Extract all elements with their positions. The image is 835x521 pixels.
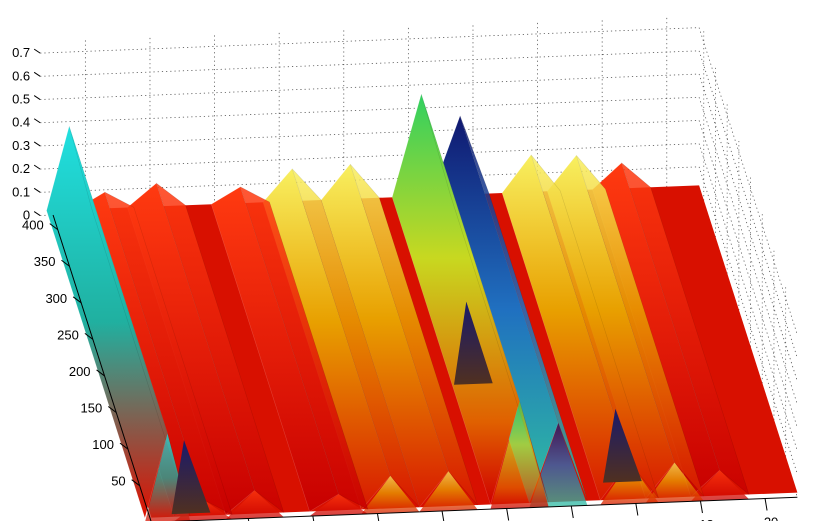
- y-tick-mark: [72, 296, 82, 304]
- x-tick-mark: [635, 503, 639, 516]
- z-tick-label: 0.3: [12, 138, 30, 153]
- x-tick-label: 16: [635, 520, 649, 521]
- grid-line-side: [698, 27, 798, 335]
- x-tick-label: 18: [699, 517, 713, 521]
- surface-ridge-cap: [361, 475, 420, 515]
- z-tick-label: 0.2: [12, 161, 30, 176]
- z-tick-mark: [33, 141, 41, 147]
- y-tick-label: 50: [111, 474, 125, 489]
- surface-ridge: [576, 155, 704, 497]
- surface-ridge-cap: [490, 401, 549, 510]
- grid-line-z: [40, 50, 700, 77]
- grid-line-z: [40, 73, 700, 100]
- y-tick-label: 150: [81, 401, 103, 416]
- surface-spike: [603, 408, 642, 483]
- grid-line-side: [698, 166, 798, 475]
- z-tick-mark: [33, 95, 41, 100]
- surface-ridge-cap: [419, 471, 478, 512]
- y-tick-label: 350: [34, 254, 56, 269]
- y-tick-label: 250: [57, 327, 79, 342]
- z-tick-mark: [33, 164, 41, 170]
- grid-line-z: [40, 27, 700, 54]
- surface-spike: [171, 440, 211, 515]
- x-tick-mark: [699, 500, 703, 514]
- grid-line-side: [698, 143, 798, 451]
- z-tick-label: 0.1: [12, 184, 30, 199]
- y-tick-label: 300: [45, 291, 67, 306]
- y-tick-mark: [119, 442, 129, 450]
- x-tick-mark: [506, 508, 510, 521]
- z-tick-label: 0.6: [12, 68, 30, 83]
- surface-ridge: [291, 168, 420, 508]
- y-tick-mark: [96, 369, 105, 377]
- surface-ridge-cap: [225, 490, 284, 520]
- surface-ridge-cap: [309, 494, 368, 517]
- y-tick-mark: [61, 259, 70, 267]
- z-tick-label: 0: [23, 208, 30, 223]
- y-tick-label: 200: [69, 364, 91, 379]
- y-tick-mark: [131, 479, 140, 487]
- grid-line-z: [40, 120, 700, 147]
- y-tick-label: 400: [22, 218, 44, 233]
- z-tick-label: 0.5: [12, 92, 30, 107]
- x-axis-line: [170, 496, 798, 521]
- surface-ridge-cap: [645, 462, 704, 504]
- surface-ridge: [459, 115, 588, 501]
- z-tick-mark: [33, 118, 41, 124]
- z-tick-mark: [33, 187, 41, 193]
- grid-line-side: [698, 73, 798, 382]
- surface-ridge: [620, 162, 750, 496]
- surface-ridge: [349, 163, 478, 506]
- surface-ridge: [239, 186, 369, 510]
- surface-ridge-cap: [600, 462, 659, 505]
- x-tick-mark: [764, 498, 768, 511]
- surface-ridge: [155, 182, 285, 514]
- x-tick-mark: [312, 515, 315, 521]
- z-tick-label: 0.7: [12, 45, 30, 60]
- grid-line-side: [698, 50, 798, 359]
- grid-line-side: [698, 97, 798, 405]
- grid-line-side: [698, 120, 798, 428]
- surface-ridge: [530, 154, 659, 499]
- y-tick-mark: [49, 223, 59, 231]
- x-tick-label: 20: [764, 515, 778, 521]
- z-tick-mark: [33, 211, 41, 216]
- x-tick-mark: [376, 513, 380, 521]
- z-tick-mark: [33, 48, 41, 54]
- surface-ridge-cap: [690, 470, 749, 502]
- z-tick-mark: [33, 71, 41, 77]
- grid-line-z: [40, 166, 700, 193]
- surface-spike: [454, 301, 493, 385]
- x-tick-mark: [570, 505, 574, 519]
- surface-ridge: [421, 94, 549, 503]
- surface-ridge: [104, 191, 233, 516]
- y-tick-label: 100: [92, 437, 114, 452]
- z-tick-label: 0.4: [12, 115, 30, 130]
- y-tick-mark: [84, 332, 94, 340]
- y-tick-mark: [107, 406, 117, 413]
- x-tick-mark: [441, 510, 445, 521]
- grid-line-z: [40, 96, 700, 124]
- grid-line-z: [40, 143, 700, 170]
